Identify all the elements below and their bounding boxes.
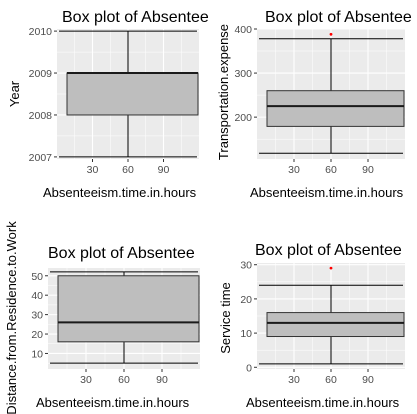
chart-title: Box plot of Absentee (62, 9, 209, 26)
x-tick-label: 90 (158, 164, 170, 176)
panel-transport: 200 300 400 30 60 90 Box plot of Absentee Absen… (216, 9, 412, 200)
y-tick-label: 200 (234, 112, 252, 124)
y-tick-label: 2009 (29, 68, 53, 80)
y-tick-label: 300 (234, 68, 252, 80)
chart-title: Box plot of Absentee (265, 9, 412, 26)
y-tick-label: 2008 (29, 110, 53, 122)
x-tick-label: 30 (80, 374, 92, 386)
x-tick-label: 90 (362, 374, 374, 386)
x-tick-label: 60 (118, 374, 130, 386)
y-tick-label: 20 (240, 294, 252, 306)
x-tick-label: 90 (362, 164, 374, 176)
x-tick-label: 30 (288, 374, 300, 386)
panel-distance: 10 20 30 40 50 30 60 90 Box plot of Absentee Abse… (4, 221, 200, 414)
x-tick-label: 90 (156, 374, 168, 386)
chart-title: Box plot of Absentee (48, 245, 195, 262)
y-axis-label: Year (7, 80, 22, 107)
y-tick-label: 400 (234, 24, 252, 36)
x-tick-label: 60 (325, 164, 337, 176)
x-axis-label: Absenteeism.time.in.hours (246, 395, 400, 410)
y-tick-label: 10 (31, 348, 43, 360)
y-tick-label: 2010 (29, 26, 53, 38)
y-tick-label: 30 (240, 260, 252, 272)
x-axis-label: Absenteeism.time.in.hours (36, 395, 190, 410)
y-tick-label: 10 (240, 328, 252, 340)
x-tick-label: 30 (288, 164, 300, 176)
iqr-box (57, 275, 200, 343)
box-marks (59, 30, 199, 158)
x-tick-label: 30 (87, 164, 99, 176)
iqr-box (66, 72, 199, 116)
y-tick-label: 0 (246, 362, 252, 374)
outlier-point (329, 32, 333, 36)
iqr-box (266, 312, 405, 338)
x-tick-label: 60 (325, 374, 337, 386)
box-marks (50, 271, 200, 364)
y-tick-label: 50 (31, 271, 43, 283)
box-marks (259, 32, 405, 154)
y-tick-label: 30 (31, 310, 43, 322)
y-axis-label: Transportation.expense (216, 24, 231, 160)
y-tick-label: 40 (31, 290, 43, 302)
x-axis-label: Absenteeism.time.in.hours (43, 185, 197, 200)
panel-service: 0 10 20 30 30 60 90 Box plot of Absentee Absente… (218, 242, 405, 410)
y-tick-label: 2007 (29, 152, 53, 164)
iqr-box (266, 90, 405, 127)
x-axis-label: Absenteeism.time.in.hours (250, 185, 404, 200)
y-tick-label: 20 (31, 329, 43, 341)
chart-title: Box plot of Absentee (255, 242, 402, 259)
box-marks (259, 266, 405, 365)
outlier-point (329, 266, 333, 270)
y-axis-label: Service time (218, 282, 233, 354)
panel-year: 2007 2008 2009 2010 30 60 90 Box plot of Absent… (7, 9, 209, 200)
y-axis-label: Distance.from.Residence.to.Work (4, 221, 19, 414)
x-tick-label: 60 (122, 164, 134, 176)
